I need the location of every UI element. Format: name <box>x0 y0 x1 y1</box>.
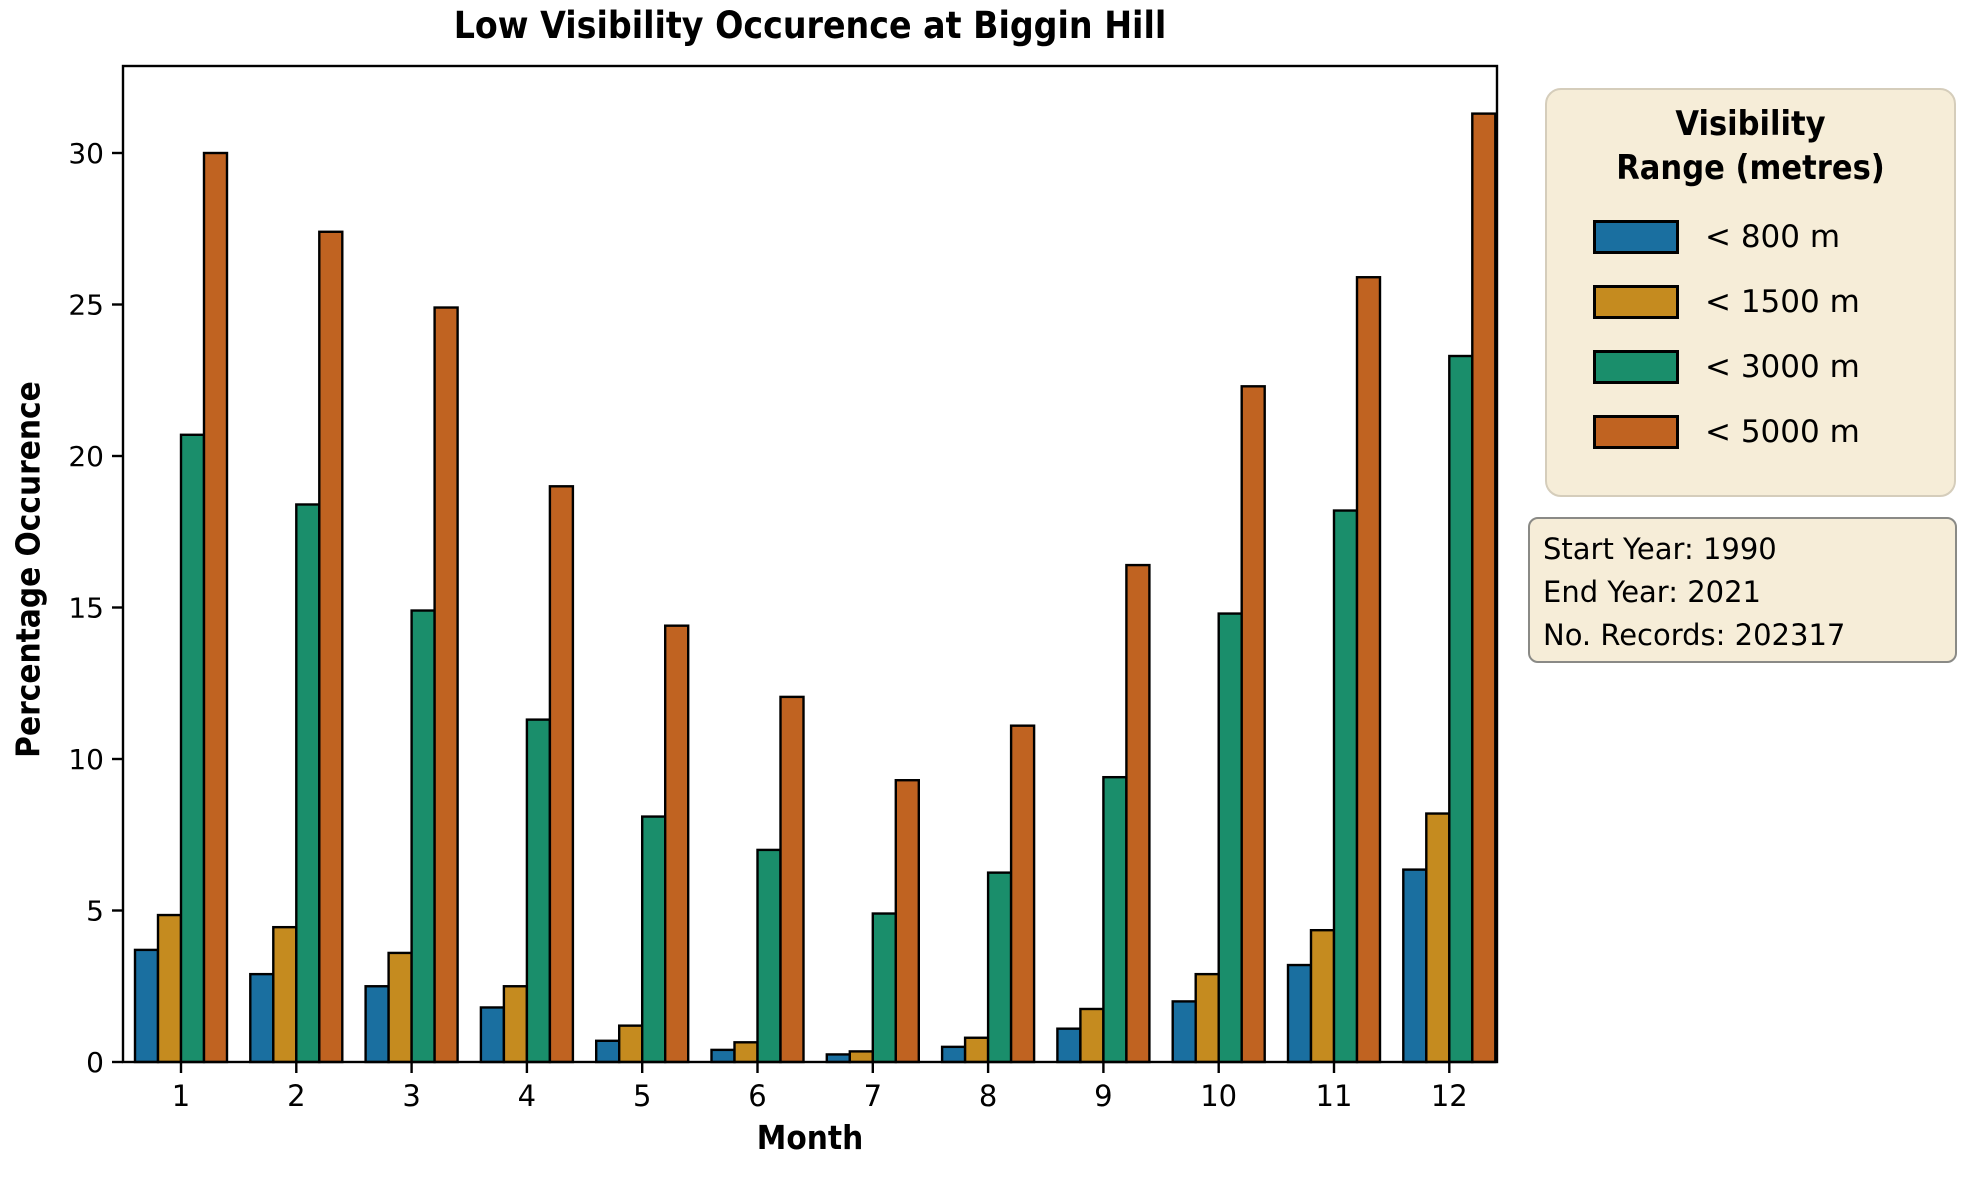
bar-month8-series3 <box>986 871 1013 1064</box>
bar-month4-series4 <box>548 485 575 1064</box>
x-axis-title: Month <box>756 1118 864 1157</box>
bar-month3-series4 <box>433 306 459 1064</box>
bar-month12-series4 <box>1471 112 1497 1064</box>
y-axis-title: Percentage Occurence <box>8 381 48 758</box>
x-tick-label: 12 <box>1431 1079 1468 1113</box>
legend-title: Visibility Range (metres) <box>1547 102 1954 190</box>
x-tick-label: 8 <box>979 1079 997 1113</box>
x-tick-label: 4 <box>518 1079 536 1113</box>
bar-month10-series3 <box>1217 612 1243 1064</box>
bar-month1-series3 <box>179 433 206 1064</box>
bar-month10-series4 <box>1240 385 1266 1064</box>
legend-title-line2: Range (metres) <box>1616 148 1885 188</box>
bar-month5-series3 <box>641 815 667 1064</box>
bar-month2-series4 <box>318 230 344 1064</box>
bar-month12-series1 <box>1402 868 1428 1064</box>
bar-month11-series2 <box>1309 928 1336 1064</box>
y-tick-label: 5 <box>86 895 104 928</box>
x-tick-label: 10 <box>1200 1079 1237 1113</box>
bar-month6-series4 <box>779 695 805 1064</box>
legend-entry: < 800 m <box>1547 204 1954 269</box>
info-end-year: End Year: 2021 <box>1543 575 1762 609</box>
info-num-records: No. Records: 202317 <box>1543 618 1846 652</box>
legend-swatch-icon <box>1593 219 1679 254</box>
bar-month9-series2 <box>1079 1007 1105 1064</box>
info-box: Start Year: 1990 End Year: 2021 No. Reco… <box>1528 517 1957 663</box>
bar-month5-series4 <box>664 624 690 1064</box>
bar-month2-series2 <box>272 925 298 1064</box>
bar-month2-series3 <box>295 503 321 1064</box>
bar-month8-series2 <box>963 1036 990 1064</box>
y-tick-label: 10 <box>68 743 104 776</box>
bar-month10-series1 <box>1171 1000 1197 1064</box>
legend-label: < 3000 m <box>1705 348 1860 385</box>
legend-box: Visibility Range (metres) < 800 m < 1500 … <box>1545 88 1956 497</box>
bar-month11-series1 <box>1286 963 1313 1064</box>
bar-month4-series2 <box>502 985 529 1064</box>
bar-month12-series3 <box>1448 354 1474 1064</box>
bar-month7-series4 <box>894 779 920 1064</box>
plot-frame <box>121 64 1499 1064</box>
x-tick-label: 6 <box>748 1079 766 1113</box>
bar-month12-series2 <box>1425 812 1451 1064</box>
bar-month5-series2 <box>618 1024 644 1064</box>
y-tick-label: 0 <box>86 1046 104 1079</box>
legend-entry: < 5000 m <box>1547 399 1954 464</box>
bar-month3-series3 <box>410 609 436 1064</box>
bar-month6-series1 <box>710 1048 736 1064</box>
info-start-year: Start Year: 1990 <box>1543 532 1777 566</box>
legend-label: < 5000 m <box>1705 413 1860 450</box>
bar-month9-series1 <box>1056 1027 1082 1064</box>
bar-month11-series4 <box>1355 276 1382 1064</box>
bar-month3-series1 <box>364 985 390 1064</box>
legend-swatch-icon <box>1593 349 1679 384</box>
bar-month4-series3 <box>525 718 552 1064</box>
x-tick-label: 1 <box>172 1079 190 1113</box>
y-tick-label: 30 <box>68 137 104 170</box>
legend-label: < 1500 m <box>1705 283 1860 320</box>
legend-label: < 800 m <box>1705 218 1841 255</box>
bar-month6-series2 <box>733 1041 759 1064</box>
bar-month2-series1 <box>249 972 275 1064</box>
bar-month6-series3 <box>756 848 782 1064</box>
y-tick-label: 15 <box>68 592 104 625</box>
bar-month4-series1 <box>479 1006 506 1064</box>
legend-swatch-icon <box>1593 414 1679 449</box>
bar-month1-series1 <box>133 948 160 1064</box>
legend-entry: < 3000 m <box>1547 334 1954 399</box>
bar-month11-series3 <box>1332 509 1359 1064</box>
bar-month3-series2 <box>387 951 413 1064</box>
x-tick-label: 11 <box>1316 1079 1353 1113</box>
bar-month7-series2 <box>848 1050 874 1064</box>
bar-month5-series1 <box>595 1039 621 1064</box>
bar-month7-series3 <box>871 912 897 1064</box>
bar-month9-series4 <box>1125 563 1151 1064</box>
bar-month8-series4 <box>1009 724 1036 1064</box>
legend-title-line1: Visibility <box>1675 104 1826 144</box>
legend-entry: < 1500 m <box>1547 269 1954 334</box>
bar-month8-series1 <box>940 1045 967 1064</box>
y-tick-label: 20 <box>68 440 104 473</box>
bar-month1-series4 <box>202 151 229 1064</box>
bar-month10-series2 <box>1194 972 1220 1064</box>
x-tick-label: 5 <box>633 1079 651 1113</box>
x-tick-label: 9 <box>1094 1079 1112 1113</box>
x-tick-label: 2 <box>287 1079 305 1113</box>
legend-swatch-icon <box>1593 284 1679 319</box>
bar-month9-series3 <box>1102 775 1128 1064</box>
chart-title: Low Visibility Occurence at Biggin Hill <box>453 4 1167 47</box>
y-tick-label: 25 <box>68 289 104 322</box>
bar-month1-series2 <box>156 913 183 1064</box>
x-tick-label: 7 <box>864 1079 882 1113</box>
x-tick-label: 3 <box>402 1079 420 1113</box>
legend-entries: < 800 m < 1500 m < 3000 m < 5000 m <box>1547 204 1954 464</box>
